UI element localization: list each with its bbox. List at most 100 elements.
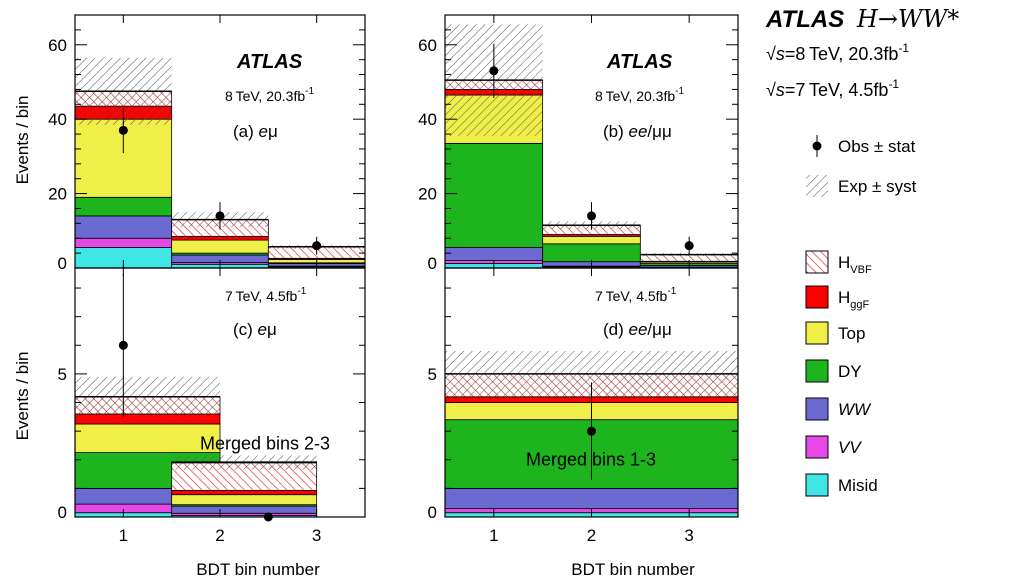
legend-label-top: Top xyxy=(838,324,865,343)
y-tick-label: 40 xyxy=(48,110,67,129)
y-tick-label: 60 xyxy=(48,36,67,55)
legend-header: ATLAS H→WW* √s=8 TeV, 20.3fb-1 √s=7 TeV,… xyxy=(765,5,959,100)
panel-channel-label: (a) eμ xyxy=(233,122,278,141)
energy-line-7tev: √s=7 TeV, 4.5fb-1 xyxy=(766,77,899,100)
legend-text: WW xyxy=(838,400,872,419)
bar-top xyxy=(542,235,641,245)
channel-prefix: (a) xyxy=(233,122,259,141)
panel-energy-label: 7 TeV, 4.5fb-1 xyxy=(595,286,677,304)
panel-atlas-label: ATLAS xyxy=(606,51,673,73)
legend-label-vv: VV xyxy=(838,438,862,457)
channel-rest: /μμ xyxy=(647,320,671,339)
bar-h-ggf xyxy=(171,235,269,241)
merged-bins-label: Merged bins 2-3 xyxy=(200,434,330,454)
channel-flavour: e xyxy=(258,320,267,339)
legend-swatch-misid xyxy=(805,473,829,497)
energy-sup: -1 xyxy=(297,286,306,297)
y-tick-label: 0 xyxy=(58,503,67,522)
panel-b: 0 20 40 60 ATLAS 8 TeV, 20.3fb-1 (b) ee/μμ xyxy=(418,14,739,273)
svg-text:ATLAS H→WW*: ATLAS H→WW* xyxy=(765,5,959,33)
merged-bins-label: Merged bins 1-3 xyxy=(526,449,656,469)
channel-prefix: (d) xyxy=(603,320,629,339)
y-tick-label: 0 xyxy=(58,254,67,273)
channel-flavour: ee xyxy=(629,320,648,339)
obs-point xyxy=(118,125,128,135)
legend-item-ww: WW xyxy=(805,397,872,421)
sup-8: -1 xyxy=(898,41,909,55)
legend-swatch-ww xyxy=(805,397,829,421)
x-tick-label: 1 xyxy=(489,526,498,545)
energy-7tev-text: =7 TeV, 4.5fb xyxy=(785,80,889,100)
atlas-title: ATLAS xyxy=(765,6,844,33)
channel-rest: μ xyxy=(268,122,278,141)
legend-swatch-hvbf xyxy=(805,250,829,274)
bar-vv xyxy=(74,237,173,248)
panel-a: 0 20 40 60 ATLAS 8 TeV, 20.3fb-1 (a) eμ xyxy=(48,14,366,273)
obs-point xyxy=(489,66,499,76)
x-tick-label: 3 xyxy=(684,526,693,545)
y-tick-label: 20 xyxy=(418,185,437,204)
y-tick-label: 20 xyxy=(48,185,67,204)
legend-label-dy: DY xyxy=(838,362,862,381)
process-title: H→WW* xyxy=(856,5,959,33)
legend-item-vv: VV xyxy=(805,435,862,459)
energy-8tev-text: =8 TeV, 20.3fb xyxy=(785,44,899,64)
panel-energy-label: 7 TeV, 4.5fb-1 xyxy=(225,286,307,304)
x-tick-label: 3 xyxy=(312,526,321,545)
obs-point xyxy=(587,211,596,221)
legend-label-misid: Misid xyxy=(838,476,878,495)
panel-channel-label: (c) eμ xyxy=(233,320,277,339)
panel-channel-label: (d) ee/μμ xyxy=(603,320,672,339)
channel-flavour: ee xyxy=(629,122,648,141)
energy-line-8tev: √s=8 TeV, 20.3fb-1 xyxy=(766,41,909,64)
energy-sup: -1 xyxy=(675,86,684,97)
legend-syst-swatch xyxy=(806,175,828,197)
bar-dy xyxy=(444,142,544,248)
bar-dy xyxy=(74,196,173,217)
y-tick-label: 0 xyxy=(428,254,437,273)
legend-swatch-hggf xyxy=(805,285,829,309)
bar-top xyxy=(74,423,221,454)
legend-label-obs: Obs ± stat xyxy=(838,137,916,156)
legend-text: Obs ± stat xyxy=(838,137,916,156)
energy-sup: -1 xyxy=(667,286,676,297)
panel-d: 1 2 3 0 5 7 TeV, 4.5fb-1 (d) ee/μμ Merged bins … xyxy=(428,267,739,545)
panel-channel-label: (b) ee/μμ xyxy=(603,122,672,141)
bar-dy xyxy=(542,243,641,263)
panel-atlas-label: ATLAS xyxy=(236,51,303,73)
sqrt-s: s xyxy=(776,80,785,100)
x-tick-label: 2 xyxy=(215,526,224,545)
bar-ww xyxy=(444,487,739,509)
legend-text: H xyxy=(838,253,850,272)
legend-text: VV xyxy=(838,438,862,457)
obs-point xyxy=(684,241,694,251)
legend-item-obs: Obs ± stat xyxy=(812,135,916,157)
obs-point xyxy=(312,241,322,251)
legend-label-ww: WW xyxy=(838,400,872,419)
obs-point xyxy=(215,211,225,221)
energy-sup: -1 xyxy=(305,86,314,97)
legend-item-hvbf: HVBF xyxy=(805,250,872,276)
y-axis-label-top: Events / bin xyxy=(13,96,32,185)
legend-item-dy: DY xyxy=(805,359,862,383)
legend-subscript: ggF xyxy=(850,299,869,311)
legend-obs-marker xyxy=(812,141,822,151)
x-tick-label: 1 xyxy=(119,526,128,545)
energy-text: 8 TeV, 20.3fb xyxy=(595,88,675,104)
legend-swatch-vv xyxy=(805,435,829,459)
channel-prefix: (b) xyxy=(603,122,629,141)
y-tick-label: 0 xyxy=(428,503,437,522)
energy-text: 7 TeV, 4.5fb xyxy=(595,288,668,304)
y-tick-label: 60 xyxy=(418,36,437,55)
obs-point xyxy=(118,340,128,350)
legend-subscript: VBF xyxy=(850,264,872,276)
legend-text: DY xyxy=(838,362,862,381)
channel-flavour: e xyxy=(259,122,268,141)
bar-top xyxy=(171,239,269,254)
y-tick-label: 5 xyxy=(58,365,67,384)
bar-ww xyxy=(171,505,318,514)
x-axis-label-left: BDT bin number xyxy=(196,560,320,579)
